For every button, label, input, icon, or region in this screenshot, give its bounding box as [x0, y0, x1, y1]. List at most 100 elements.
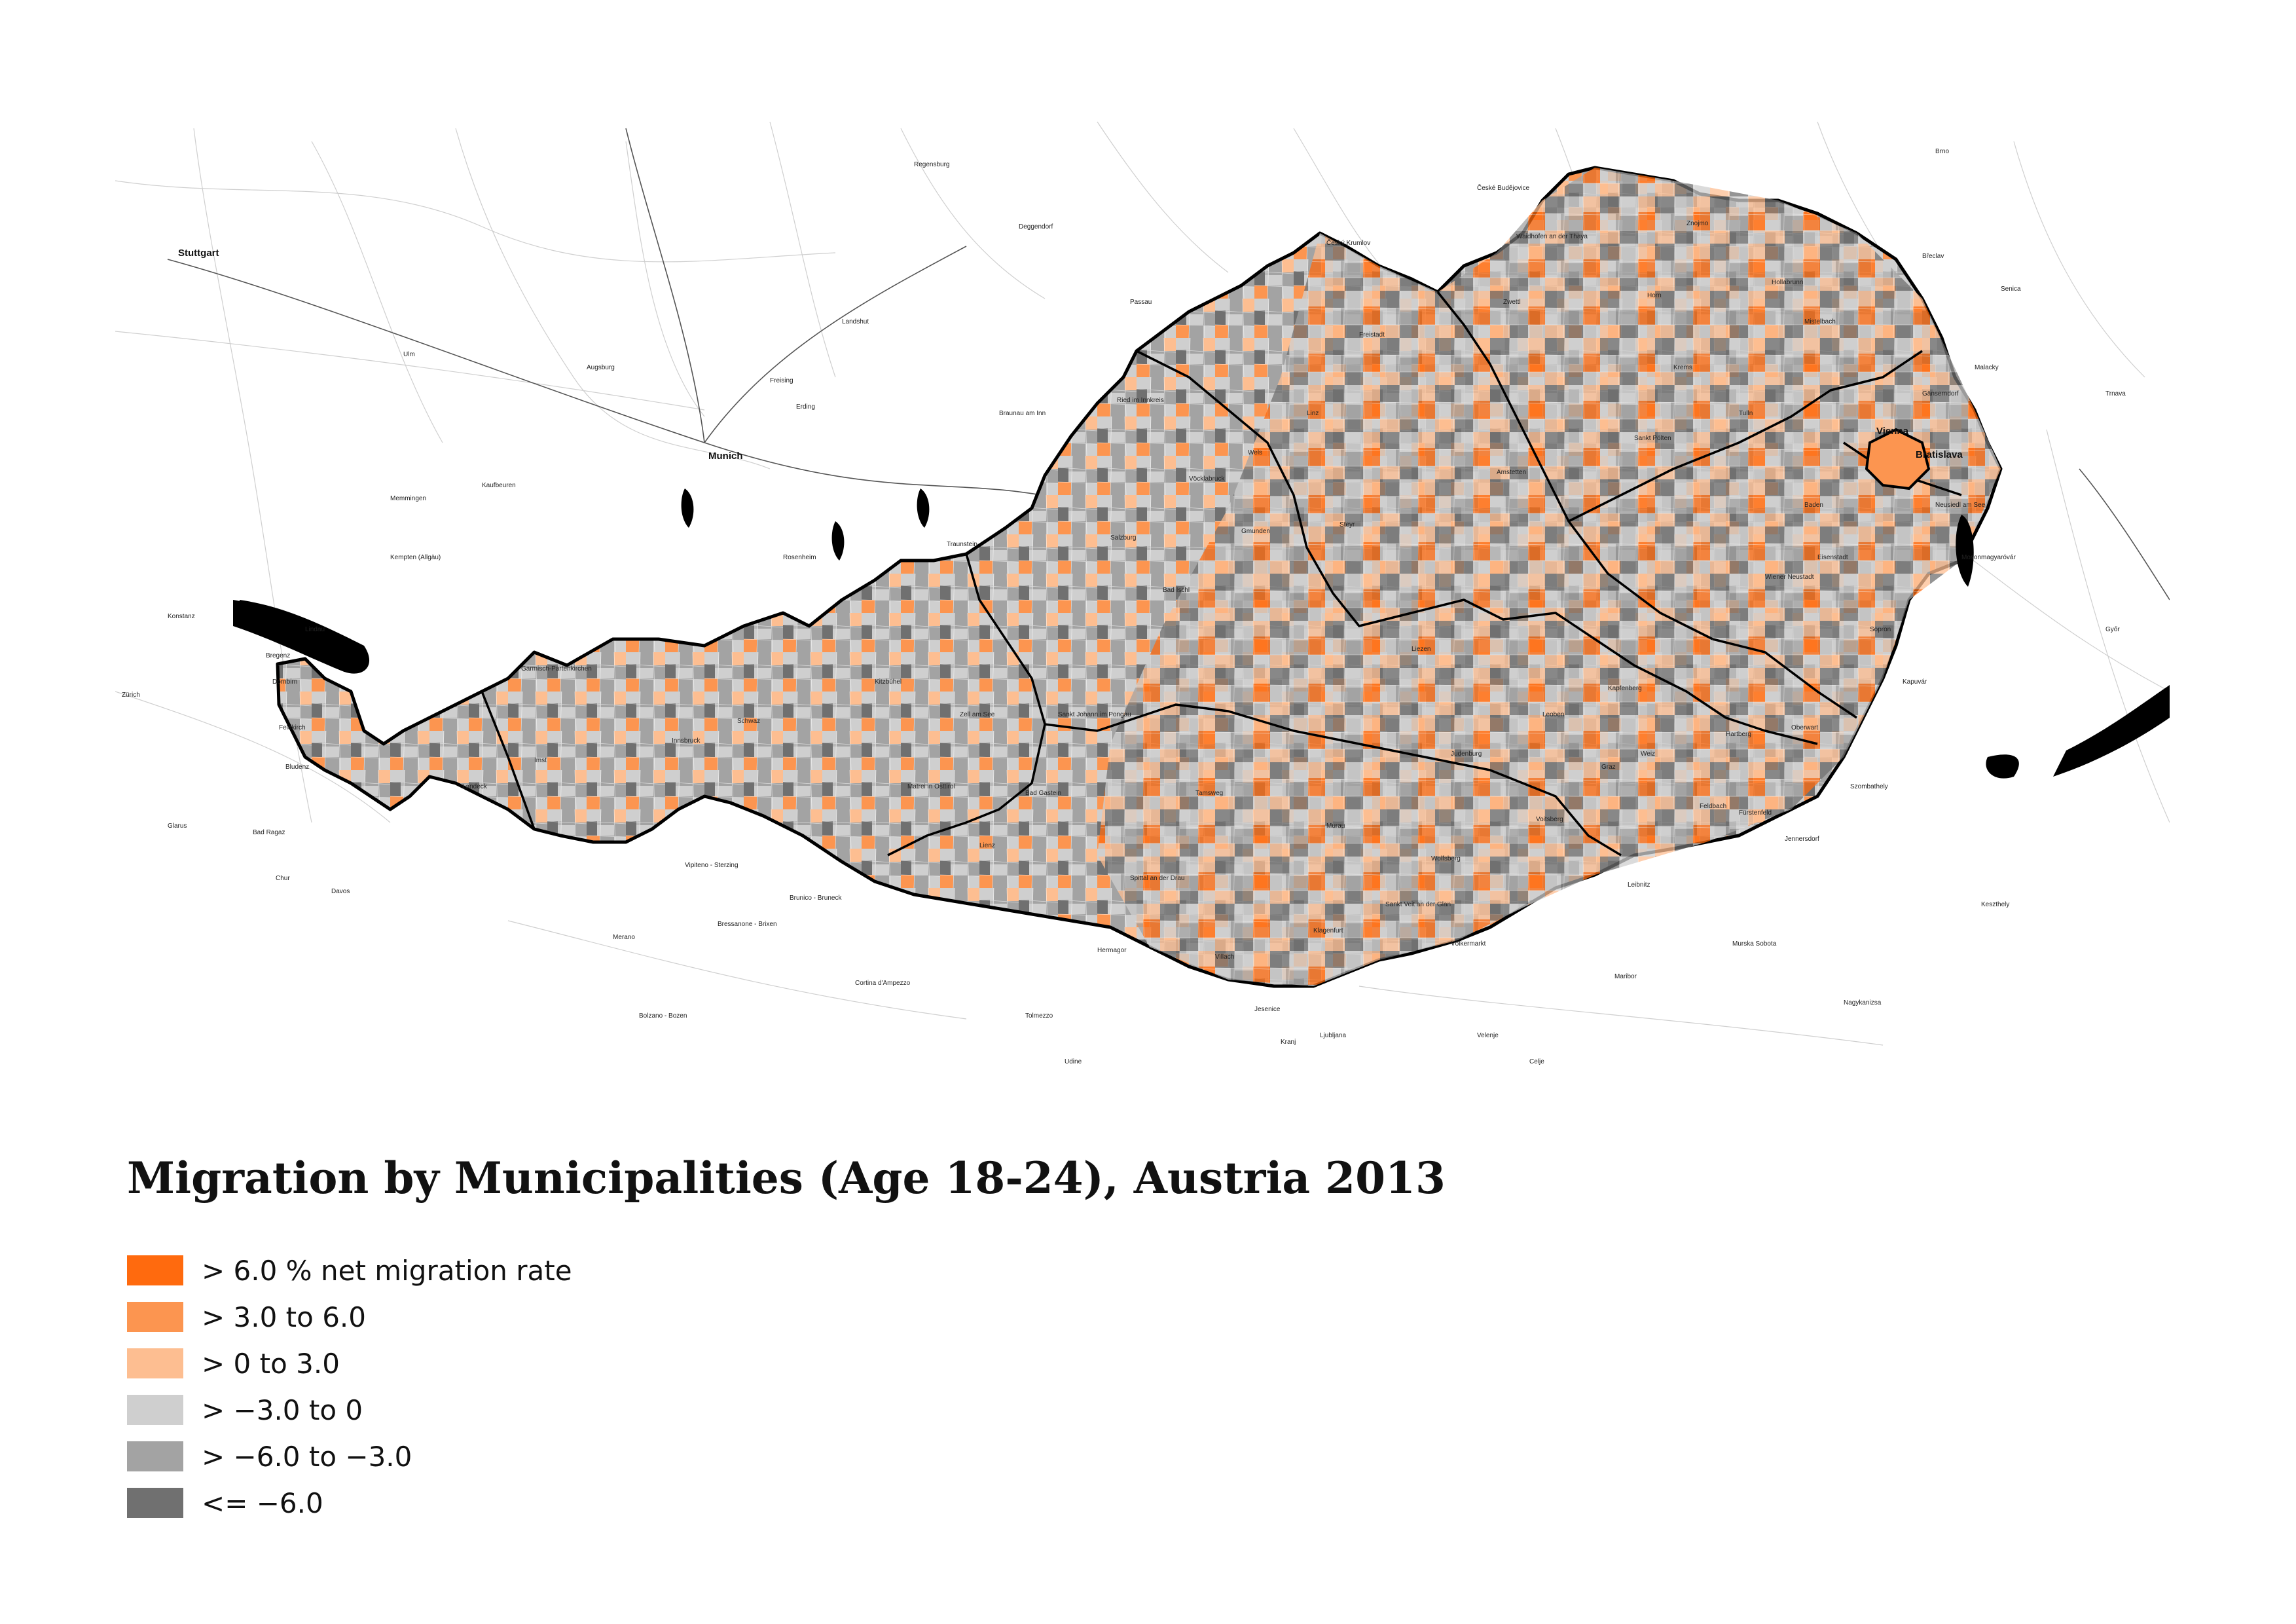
place-label: Keszthely — [1981, 901, 2010, 908]
place-label: Innsbruck — [672, 737, 701, 745]
place-label: České Budějovice — [1477, 185, 1530, 192]
place-label: Nagykanizsa — [1844, 999, 1882, 1006]
place-label: Steyr — [1339, 521, 1355, 528]
place-label: Lienz — [979, 842, 995, 849]
place-label: Celje — [1529, 1058, 1544, 1065]
place-label: Liezen — [1412, 646, 1431, 653]
place-label: Passau — [1130, 299, 1152, 306]
place-label: Zürich — [122, 692, 140, 699]
legend-item: > 3.0 to 6.0 — [127, 1301, 572, 1333]
place-label: Klagenfurt — [1313, 927, 1343, 934]
place-label: Lindau — [305, 626, 325, 633]
place-label: Salzburg — [1110, 534, 1137, 542]
place-label: Spittal an der Drau — [1130, 875, 1185, 882]
place-label: Regensburg — [914, 161, 950, 168]
place-label: Weiz — [1641, 750, 1656, 758]
state-borders — [481, 291, 1962, 857]
place-label: Chur — [276, 875, 290, 882]
place-label: Traunstein — [947, 541, 977, 548]
place-label: Sankt Pölten — [1634, 435, 1671, 442]
place-label: Mosonmagyaróvár — [1961, 554, 2016, 561]
place-label: Český Krumlov — [1326, 240, 1371, 247]
place-label: Fürstenfeld — [1739, 809, 1772, 817]
place-label: Sopron — [1870, 626, 1891, 633]
legend-item: <= −6.0 — [127, 1487, 572, 1519]
legend-swatch — [127, 1302, 183, 1332]
place-label: Erding — [796, 403, 815, 411]
legend-swatch — [127, 1395, 183, 1425]
legend-label: > 0 to 3.0 — [202, 1347, 340, 1380]
place-label: Kranj — [1281, 1039, 1296, 1046]
place-label: Neusiedl am See — [1935, 502, 1986, 509]
legend-label: > −3.0 to 0 — [202, 1393, 363, 1426]
place-label: Eisenstadt — [1817, 554, 1848, 561]
place-label: Hermagor — [1097, 947, 1127, 954]
legend-swatch — [127, 1255, 183, 1285]
place-label: Garmisch-Partenkirchen — [521, 665, 592, 673]
place-label: Kitzbühel — [875, 678, 902, 686]
place-label: Murska Sobota — [1732, 940, 1777, 948]
place-label: Stuttgart — [178, 248, 219, 259]
place-label: Jennersdorf — [1785, 836, 1819, 843]
austria-migration-map — [115, 121, 2170, 1046]
place-label: Tamsweg — [1195, 790, 1224, 797]
place-label: Bressanone - Brixen — [718, 921, 777, 928]
place-label: Malacky — [1975, 364, 1999, 371]
place-label: Ljubljana — [1320, 1032, 1347, 1039]
place-label: Augsburg — [587, 364, 615, 371]
place-label: Zwettl — [1503, 299, 1521, 306]
place-label: Sankt Johann im Pongau — [1058, 711, 1131, 718]
place-label: Wolfsberg — [1431, 855, 1461, 862]
austria-east-texture — [1097, 168, 2001, 986]
place-label: Feldbach — [1700, 803, 1727, 810]
place-label: Bad Ischl — [1163, 587, 1190, 594]
place-label: Kapuvár — [1903, 678, 1927, 686]
place-label: Rosenheim — [783, 554, 816, 561]
major-roads — [167, 128, 2170, 600]
place-label: Bad Ragaz — [253, 829, 285, 836]
place-label: Zell am See — [960, 711, 995, 718]
place-label: Bad Gastein — [1025, 790, 1062, 797]
place-label: Tolmezzo — [1025, 1012, 1053, 1020]
place-label: Cortina d'Ampezzo — [855, 980, 911, 987]
map-title: Migration by Municipalities (Age 18-24),… — [127, 1153, 1446, 1204]
place-label: Břeclav — [1922, 253, 1944, 260]
place-label: Vipiteno - Sterzing — [685, 862, 738, 869]
place-label: Graz — [1601, 764, 1616, 771]
place-label: Leibnitz — [1628, 881, 1650, 889]
place-label: Győr — [2105, 626, 2120, 633]
place-label: Trnava — [2105, 390, 2126, 397]
place-label: Landshut — [842, 318, 869, 325]
legend-label: > 3.0 to 6.0 — [202, 1301, 366, 1333]
place-label: Ried im Innkreis — [1117, 397, 1164, 404]
legend-label: > −6.0 to −3.0 — [202, 1440, 412, 1473]
place-label: Szombathely — [1850, 783, 1888, 790]
place-label: Baden — [1804, 502, 1823, 509]
place-label: Tulln — [1739, 410, 1753, 417]
place-label: Amstetten — [1497, 469, 1527, 476]
place-label: Davos — [331, 888, 350, 895]
neusiedl-lake — [1956, 515, 1974, 587]
place-label: Merano — [613, 934, 635, 941]
place-label: Bolzano - Bozen — [639, 1012, 687, 1020]
place-label: Kempten (Allgäu) — [390, 554, 441, 561]
place-label: Jesenice — [1254, 1006, 1281, 1013]
place-label: Memmingen — [390, 495, 427, 502]
place-label: Gmunden — [1241, 528, 1270, 535]
place-label: Waidhofen an der Thaya — [1516, 233, 1588, 240]
place-label: Feldkirch — [279, 724, 306, 731]
place-label: Maribor — [1614, 973, 1637, 980]
map-panel[interactable]: Stuttgart Munich Vienna Bratislava Linz … — [115, 102, 2170, 1077]
legend-item: > −6.0 to −3.0 — [127, 1440, 572, 1473]
place-label: Leoben — [1542, 711, 1565, 718]
place-label: Bludenz — [285, 764, 310, 771]
place-label: Vöcklabruck — [1189, 475, 1225, 483]
place-label: Imst — [534, 757, 547, 764]
place-label: Freistadt — [1359, 331, 1385, 339]
place-label: Velenje — [1477, 1032, 1499, 1039]
place-label: Krems — [1673, 364, 1692, 371]
place-label: Kapfenberg — [1608, 685, 1642, 692]
road-network — [115, 121, 2170, 1046]
place-label: Brno — [1935, 148, 1950, 155]
place-label: Murau — [1326, 822, 1345, 830]
